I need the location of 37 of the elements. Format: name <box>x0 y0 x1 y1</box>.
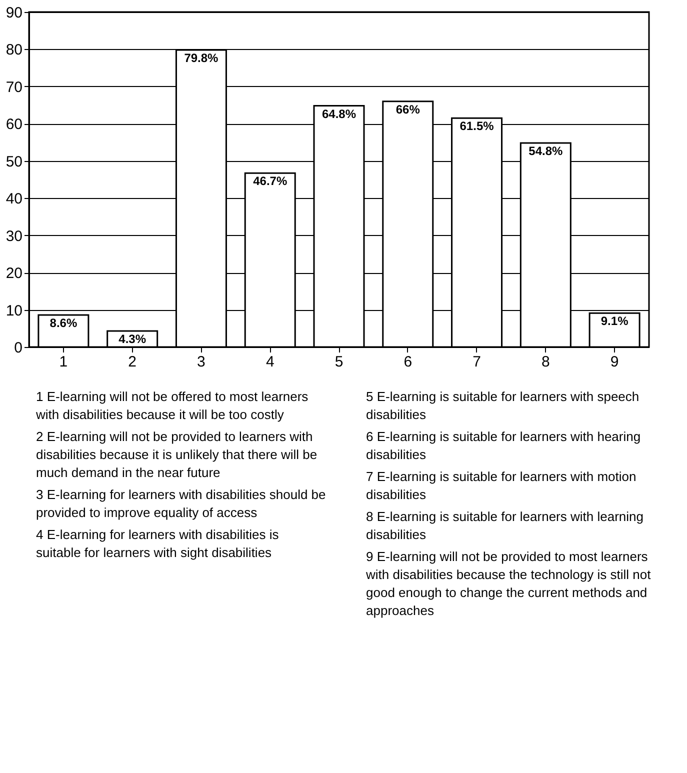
y-tick-label: 20 <box>6 265 22 282</box>
data-label: 54.8% <box>528 144 564 158</box>
text: 8 E-learning is suitable for learners with learning disabilities <box>366 508 644 544</box>
y-tick-label: 10 <box>6 302 22 320</box>
text: 1 E-learning will not be offered to most learners with disabilities because it will be too costly <box>36 388 310 424</box>
text: 7 E-learning is suitable for learners with motion disabilities <box>366 468 638 504</box>
data-label: 64.8% <box>322 106 356 121</box>
y-tick-label: 90 <box>6 4 22 22</box>
y-tick-label: 70 <box>6 78 22 96</box>
text: 5 E-learning is suitable for learners with speech disabilities <box>366 388 640 424</box>
y-tick-label: 80 <box>6 42 22 59</box>
y-tick-label: 40 <box>6 190 22 208</box>
data-label: 79.8% <box>184 50 219 65</box>
data-label: 66% <box>396 102 420 116</box>
x-tick-label: 1 <box>59 354 68 370</box>
data-label: 4.3% <box>118 332 146 346</box>
y-tick-label: 30 <box>6 228 22 245</box>
text: 4 E-learning for learners with disabilities is suitable for learners with sight disabilities <box>36 526 280 562</box>
y-tick-label: 50 <box>6 153 22 170</box>
x-tick-label: 9 <box>610 354 619 370</box>
x-tick-label: 2 <box>128 354 137 370</box>
x-tick-label: 4 <box>266 354 274 370</box>
text: 6 E-learning is suitable for learners with hearing disabilities <box>366 428 642 464</box>
x-tick-label: 6 <box>404 354 412 370</box>
text: 3 E-learning for learners with disabilities should be provided to improve equality of access <box>36 486 326 522</box>
data-label: 9.1% <box>600 314 629 328</box>
data-label: 8.6% <box>50 316 78 330</box>
data-label: 61.5% <box>460 119 494 134</box>
x-tick-label: 7 <box>472 354 481 370</box>
text: 2 E-learning will not be provided to learners with disabilities because it is unlikely that there will be much demand in the near future <box>36 428 318 482</box>
x-tick-label: 5 <box>334 354 344 370</box>
text: 9 E-learning will not be provided to most learners with disabilities because the technology is still not good enough to change the current methods and approaches <box>366 548 652 620</box>
data-label: 46.7% <box>253 174 288 188</box>
x-tick-label: 8 <box>541 354 550 370</box>
x-tick-label: 3 <box>197 354 206 370</box>
y-tick-label: 0 <box>14 340 22 356</box>
y-tick-label: 60 <box>6 116 22 134</box>
